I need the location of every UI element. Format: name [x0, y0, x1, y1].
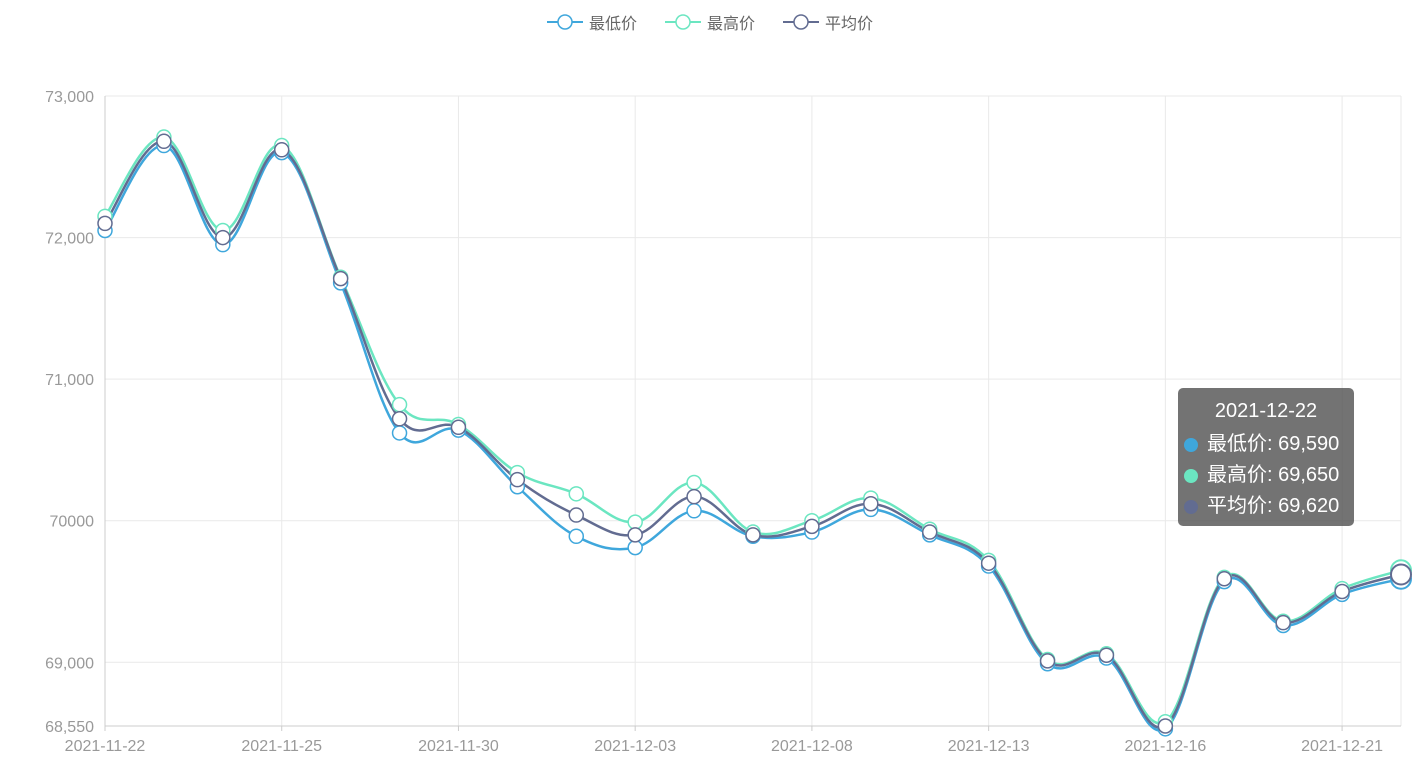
data-point-avg [215, 229, 231, 246]
data-point-low [686, 503, 702, 519]
data-point-avg [509, 471, 526, 488]
data-point-low [391, 425, 408, 441]
data-point-avg [1039, 653, 1056, 669]
x-tick-label: 2021-12-16 [1124, 738, 1206, 755]
tooltip-dot-low [1184, 437, 1198, 452]
data-point-avg [97, 215, 113, 232]
data-point-avg [1157, 718, 1174, 734]
tooltip-title: 2021-12-22 [1214, 400, 1318, 422]
legend-avg-icon [783, 14, 819, 30]
series-line-high [103, 135, 1402, 725]
y-tick-label: 71,000 [45, 372, 94, 389]
data-point-avg [568, 507, 585, 523]
data-point-high [686, 474, 702, 491]
x-tick-label: 2021-12-21 [1301, 738, 1383, 755]
tooltip-dot-high [1184, 468, 1198, 483]
y-tick-label: 72,000 [45, 231, 94, 248]
data-point-avg [450, 419, 467, 436]
legend-item-high[interactable]: 最高价 [664, 10, 755, 34]
x-tick-label: 2021-11-25 [241, 738, 322, 755]
tooltip-value-low: 最低价: 69,590 [1207, 433, 1340, 455]
x-tick-label: 2021-11-22 [65, 738, 146, 755]
legend: 最低价 最高价 平均价 [0, 10, 1420, 34]
tooltip: 2021-12-22 最低价: 69,590 最高价: 69,650 平均价: … [1178, 388, 1354, 526]
legend-label-low: 最低价 [588, 16, 637, 33]
legend-high-icon [664, 14, 701, 30]
data-point-avg [921, 524, 938, 540]
tooltip-row-low: 最低价: 69,590 [1184, 429, 1354, 460]
tooltip-row-avg: 平均价: 69,620 [1184, 491, 1354, 522]
data-point-avg [156, 133, 172, 150]
data-point-low [568, 528, 585, 545]
data-point-high [627, 514, 643, 530]
tooltip-value-avg: 平均价: 69,620 [1207, 495, 1340, 517]
y-tick-label: 69,000 [45, 655, 94, 672]
data-point-avg [1216, 571, 1233, 587]
data-point-avg [1275, 614, 1291, 631]
tooltip-row-high: 最高价: 69,650 [1184, 460, 1354, 491]
legend-label-high: 最高价 [706, 16, 755, 33]
data-point-avg [391, 411, 408, 427]
tooltip-value-high: 最高价: 69,650 [1207, 464, 1340, 486]
data-point-avg [1098, 647, 1115, 663]
x-tick-label: 2021-12-13 [948, 738, 1030, 755]
legend-label-avg: 平均价 [825, 16, 874, 33]
data-point-avg [863, 495, 879, 512]
data-point-avg [745, 527, 761, 543]
legend-low-icon [546, 14, 583, 30]
y-tick-label: 73,000 [45, 89, 94, 106]
data-point-avg [686, 488, 702, 505]
data-point-high [568, 486, 585, 502]
data-point-avg [627, 527, 643, 543]
legend-item-low[interactable]: 最低价 [546, 10, 637, 34]
y-tick-label: 70000 [50, 514, 95, 531]
y-tick-label: 68,550 [45, 719, 94, 736]
data-point-high [391, 396, 408, 413]
x-tick-label: 2021-12-03 [594, 738, 676, 755]
legend-item-avg[interactable]: 平均价 [783, 10, 873, 34]
data-point-avg [1390, 563, 1412, 586]
series-line-avg [103, 140, 1402, 729]
data-point-avg [1334, 583, 1350, 600]
data-point-avg [332, 270, 349, 287]
data-point-avg [273, 142, 290, 158]
data-point-avg [804, 518, 820, 535]
x-tick-label: 2021-12-08 [771, 738, 853, 755]
tooltip-dot-avg [1184, 499, 1198, 514]
data-point-low [627, 539, 643, 556]
x-tick-label: 2021-11-30 [418, 738, 499, 755]
data-point-avg [980, 555, 997, 571]
